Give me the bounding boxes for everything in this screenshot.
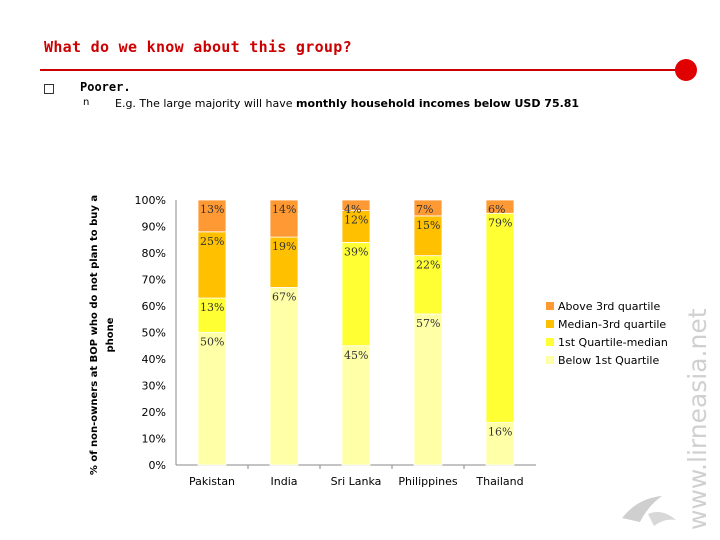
y-tick-label: 80% [142,247,166,260]
bullet-income-bold: monthly household incomes below USD 75.8… [296,97,580,110]
bar-segment [197,332,227,466]
bar-segment [485,422,515,466]
y-tick-label: 100% [135,194,166,207]
y-tick-label: 60% [142,300,166,313]
data-label: 12% [344,214,368,227]
y-tick-label: 90% [142,221,166,234]
bullet-income-prefix: E.g. The large majority will have [115,97,297,110]
data-label: 13% [200,301,224,314]
bar-segment [413,215,443,257]
bullet-poorer: Poorer. [80,80,131,94]
y-tick-label: 70% [142,274,166,287]
bar-segment [413,255,443,315]
data-label: 39% [344,245,368,258]
data-label: 25% [200,235,224,248]
bar-segment [269,287,299,466]
data-label: 13% [200,203,224,216]
bar-segment [197,231,227,299]
bar-segment [197,297,227,333]
y-tick-label: 50% [142,327,166,340]
x-tick-label: Pakistan [189,475,235,488]
bar-segment [341,210,371,243]
bar-segment [485,212,515,424]
watermark-url: www.lirneasia.net [683,308,712,530]
data-label: 7% [416,203,433,216]
x-tick-label: Thailand [475,475,523,488]
legend-label: Below 1st Quartile [558,354,659,367]
bar-segment [341,345,371,466]
title-accent-dot [675,59,697,81]
bar-segment [269,199,299,238]
data-label: 67% [272,290,296,303]
data-label: 15% [416,219,440,232]
slide-title: What do we know about this group? [44,38,352,56]
bar-segment [197,199,227,233]
legend-label: Above 3rd quartile [558,300,660,313]
legend-swatch [546,302,554,310]
data-label: 19% [272,240,296,253]
bar-segment [413,313,443,466]
bar-segment [341,241,371,347]
data-label: 50% [200,336,224,349]
y-tick-label: 10% [142,433,166,446]
y-tick-label: 20% [142,406,166,419]
lirneasia-logo-icon [622,496,676,526]
data-label: 45% [344,349,368,362]
legend-swatch [546,338,554,346]
y-tick-label: 0% [149,459,166,472]
x-tick-label: Philippines [398,475,458,488]
legend-swatch [546,320,554,328]
legend-label: 1st Quartile-median [558,336,668,349]
bar-segment [341,199,371,212]
data-label: 79% [488,216,512,229]
data-label: 6% [488,203,505,216]
legend-label: Median-3rd quartile [558,318,666,331]
data-label: 22% [416,259,440,272]
bar-segment [485,199,515,214]
y-axis-title-line1: % of non-owners at BOP who do not plan t… [89,195,100,475]
data-label: 16% [488,426,512,439]
title-underline [40,69,688,71]
legend-swatch [546,356,554,364]
data-label: 4% [344,203,361,216]
data-label: 57% [416,317,440,330]
data-label: 14% [272,203,296,216]
x-tick-label: Sri Lanka [331,475,382,488]
y-tick-label: 30% [142,380,166,393]
bar-segment [413,199,443,217]
bullet-square-icon [44,84,54,94]
bullet-income: E.g. The large majority will have monthl… [115,97,579,110]
x-tick-label: India [271,475,298,488]
sub-bullet-marker: n [83,97,90,108]
y-axis-title-line2: phone [105,317,116,352]
y-tick-label: 40% [142,353,166,366]
